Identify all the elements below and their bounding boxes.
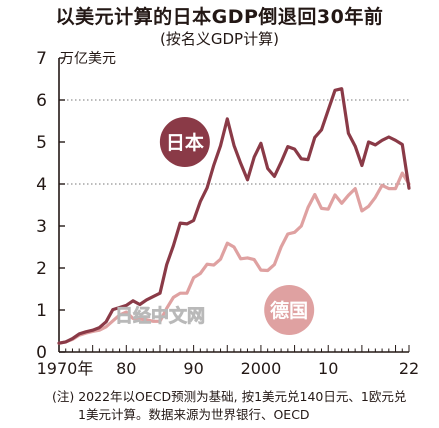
germany-series-label: 德国: [270, 299, 308, 322]
y-tick-label: 1: [36, 301, 47, 321]
x-tick-label: 22: [399, 359, 419, 378]
footnote: (注) 2022年以OECD预测为基础, 按1美元兑140日元、1欧元兑 1美元…: [52, 388, 432, 424]
series-line-japan: [57, 87, 411, 345]
series-lines: [57, 87, 411, 345]
watermark-text: 日经中文网: [115, 305, 205, 327]
x-tick-label: 10: [318, 359, 338, 378]
japan-series-badge: [159, 117, 210, 167]
y-tick-label: 7: [36, 49, 47, 69]
y-tick-label: 2: [36, 259, 47, 279]
y-tick-label: 5: [36, 133, 47, 153]
y-axis-unit-label: 万亿美元: [60, 51, 116, 67]
x-tick-label: 80: [116, 359, 136, 378]
x-tick-label: 2000: [241, 359, 282, 378]
footnote-line-1: (注) 2022年以OECD预测为基础, 按1美元兑140日元、1欧元兑: [52, 389, 407, 404]
footnote-line-2: 1美元计算。数据来源为世界银行、OECD: [78, 407, 310, 422]
y-tick-label: 6: [36, 91, 47, 111]
series-line-germany: [57, 171, 411, 345]
x-tick-label: 1970年: [37, 359, 94, 378]
japan-series-label: 日本: [166, 131, 204, 154]
chart-title: 以美元计算的日本GDP倒退回30年前: [55, 6, 384, 28]
germany-series-badge: [264, 285, 315, 335]
chart-subtitle: (按名义GDP计算): [160, 30, 279, 48]
y-tick-label: 0: [36, 343, 47, 363]
axes: 0 1 2 3 4 5 6 7 1970年 80 90 2000 10 22: [36, 49, 419, 378]
y-tick-label: 3: [36, 217, 47, 237]
y-tick-label: 4: [36, 175, 47, 195]
x-tick-label: 90: [183, 359, 203, 378]
